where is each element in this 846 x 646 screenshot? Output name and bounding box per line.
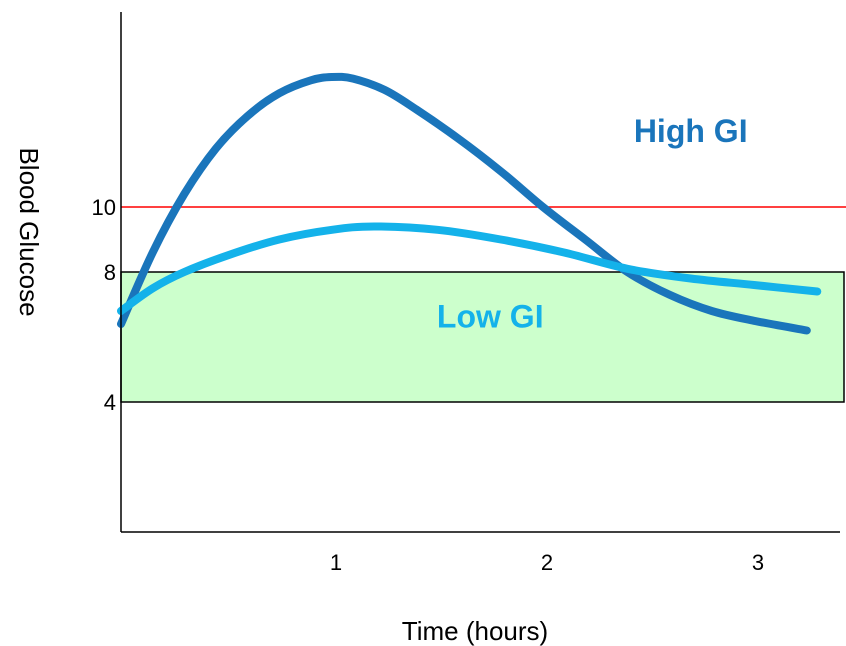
series-line-low-gi (117, 222, 822, 315)
series-line-high-gi (117, 72, 811, 335)
series-label-low-gi: Low GI (437, 298, 544, 334)
x-tick-label: 2 (541, 550, 553, 575)
series-label-high-gi: High GI (634, 113, 748, 149)
y-tick-label: 4 (104, 390, 116, 415)
x-axis-label: Time (hours) (402, 616, 548, 646)
x-tick-label: 3 (752, 550, 764, 575)
target-range-band (120, 271, 845, 403)
y-tick-label: 10 (92, 195, 116, 220)
y-axis-label: Blood Glucose (14, 147, 44, 316)
x-tick-label: 1 (330, 550, 342, 575)
y-tick-label: 8 (104, 260, 116, 285)
